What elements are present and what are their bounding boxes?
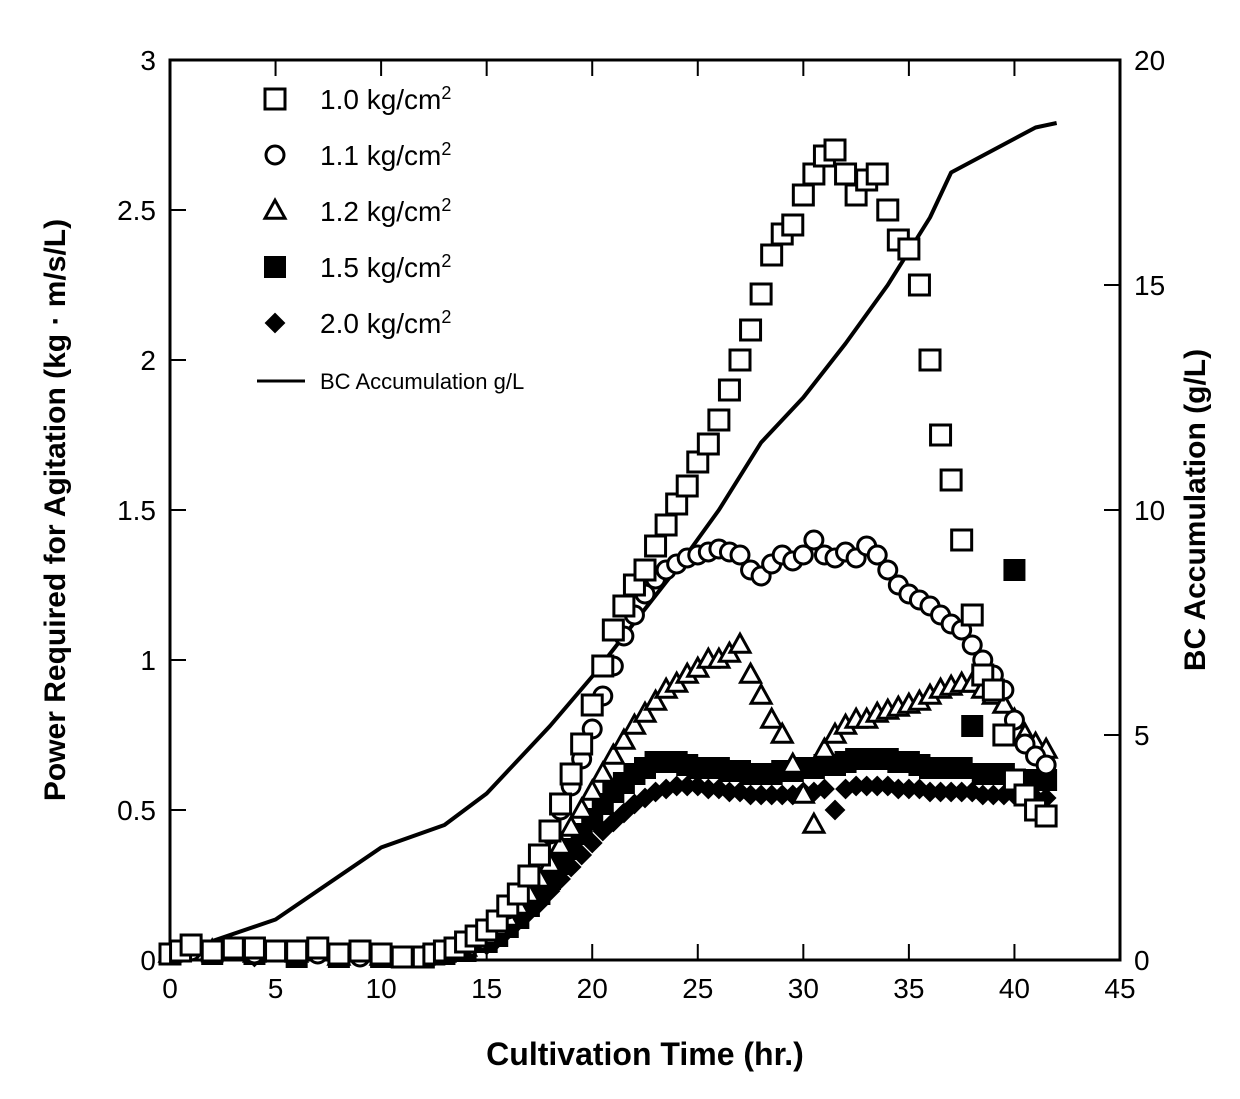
yr-tick-label: 10	[1134, 495, 1165, 526]
yr-tick-label: 20	[1134, 45, 1165, 76]
yl-tick-label: 1	[140, 645, 156, 676]
yr-tick-label: 5	[1134, 720, 1150, 751]
y-left-label: Power Required for Agitation (kg · m/s/L…	[39, 219, 72, 801]
x-tick-label: 30	[788, 973, 819, 1004]
legend-label: 1.5 kg/cm2	[320, 251, 451, 283]
x-tick-label: 0	[162, 973, 178, 1004]
chart-stage: 051015202530354045Cultivation Time (hr.)…	[0, 0, 1240, 1099]
yr-tick-label: 15	[1134, 270, 1165, 301]
yl-tick-label: 2.5	[117, 195, 156, 226]
yl-tick-label: 2	[140, 345, 156, 376]
x-tick-label: 35	[893, 973, 924, 1004]
x-tick-label: 20	[577, 973, 608, 1004]
series-s1	[160, 140, 1056, 967]
legend-label: 1.1 kg/cm2	[320, 139, 451, 171]
legend-label: 1.2 kg/cm2	[320, 195, 451, 227]
y-right-label: BC Accumulation (g/L)	[1179, 349, 1212, 671]
legend-label: 2.0 kg/cm2	[320, 307, 451, 339]
x-tick-label: 45	[1104, 973, 1135, 1004]
legend-label: 1.0 kg/cm2	[320, 83, 451, 115]
x-axis-label: Cultivation Time (hr.)	[486, 1036, 804, 1072]
legend-label: BC Accumulation g/L	[320, 369, 524, 394]
yr-tick-label: 0	[1134, 945, 1150, 976]
x-tick-label: 25	[682, 973, 713, 1004]
x-tick-label: 5	[268, 973, 284, 1004]
x-tick-label: 10	[366, 973, 397, 1004]
plot-frame	[170, 60, 1120, 960]
x-tick-label: 40	[999, 973, 1030, 1004]
yl-tick-label: 0	[140, 945, 156, 976]
series-s2	[161, 531, 1055, 966]
legend: 1.0 kg/cm2 1.1 kg/cm2 1.2 kg/cm2 1.5 kg/cm2…	[257, 83, 524, 394]
yl-tick-label: 1.5	[117, 495, 156, 526]
yl-tick-label: 0.5	[117, 795, 156, 826]
chart-svg: 051015202530354045Cultivation Time (hr.)…	[0, 0, 1240, 1099]
x-tick-label: 15	[471, 973, 502, 1004]
yl-tick-label: 3	[140, 45, 156, 76]
